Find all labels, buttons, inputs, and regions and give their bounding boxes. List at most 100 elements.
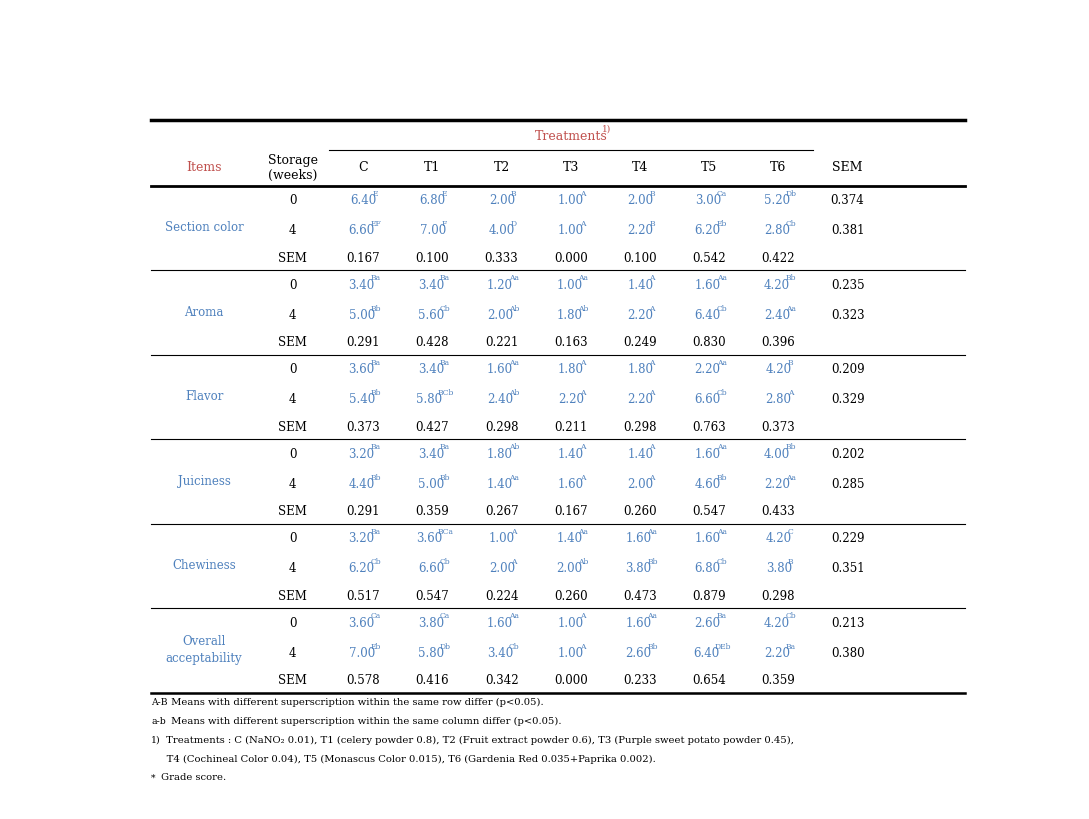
Text: Aa: Aa bbox=[509, 473, 519, 482]
Text: 6.20: 6.20 bbox=[695, 224, 721, 238]
Text: 6.40: 6.40 bbox=[351, 194, 377, 207]
Text: Ab: Ab bbox=[578, 558, 588, 566]
Text: 5.00: 5.00 bbox=[418, 478, 444, 491]
Text: 4.20: 4.20 bbox=[766, 363, 792, 376]
Text: 3.40: 3.40 bbox=[487, 647, 513, 660]
Text: 1.40: 1.40 bbox=[558, 448, 584, 461]
Text: 0.333: 0.333 bbox=[485, 251, 518, 265]
Text: Aa: Aa bbox=[647, 613, 658, 620]
Text: A-B: A-B bbox=[151, 698, 168, 707]
Text: 0.213: 0.213 bbox=[831, 617, 865, 630]
Text: EF: EF bbox=[370, 220, 381, 228]
Text: 5.00: 5.00 bbox=[348, 309, 375, 322]
Text: B: B bbox=[787, 359, 793, 367]
Text: 3.40: 3.40 bbox=[348, 278, 375, 292]
Text: 6.80: 6.80 bbox=[695, 563, 721, 576]
Text: 3.20: 3.20 bbox=[348, 448, 375, 461]
Text: Bb: Bb bbox=[370, 389, 381, 397]
Text: 7.00: 7.00 bbox=[419, 224, 445, 238]
Text: 4.60: 4.60 bbox=[695, 478, 721, 491]
Text: T1: T1 bbox=[425, 161, 441, 174]
Text: 0.351: 0.351 bbox=[831, 563, 865, 576]
Text: 0.298: 0.298 bbox=[623, 421, 657, 433]
Text: 1.00: 1.00 bbox=[558, 194, 584, 207]
Text: Juiciness: Juiciness bbox=[178, 475, 231, 488]
Text: 0.380: 0.380 bbox=[831, 647, 865, 660]
Text: 0.285: 0.285 bbox=[831, 478, 865, 491]
Text: 0.260: 0.260 bbox=[623, 505, 657, 518]
Text: Ba: Ba bbox=[440, 443, 450, 451]
Text: A: A bbox=[580, 473, 586, 482]
Text: Ab: Ab bbox=[509, 305, 519, 313]
Text: 0.416: 0.416 bbox=[416, 674, 449, 687]
Text: 1.00: 1.00 bbox=[558, 617, 584, 630]
Text: 3.60: 3.60 bbox=[348, 617, 375, 630]
Text: A: A bbox=[787, 389, 793, 397]
Text: 5.80: 5.80 bbox=[418, 647, 444, 660]
Text: 0: 0 bbox=[289, 363, 296, 376]
Text: Cb: Cb bbox=[786, 220, 796, 228]
Text: 3.00: 3.00 bbox=[695, 194, 721, 207]
Text: 2.20: 2.20 bbox=[763, 478, 790, 491]
Text: Aa: Aa bbox=[786, 473, 796, 482]
Text: 2.20: 2.20 bbox=[627, 224, 653, 238]
Text: A: A bbox=[649, 473, 654, 482]
Text: 0.167: 0.167 bbox=[346, 251, 380, 265]
Text: Db: Db bbox=[786, 190, 797, 197]
Text: 4.20: 4.20 bbox=[763, 278, 790, 292]
Text: 6.60: 6.60 bbox=[695, 393, 721, 406]
Text: 0.329: 0.329 bbox=[831, 393, 865, 406]
Text: 1.80: 1.80 bbox=[627, 363, 653, 376]
Text: Ba: Ba bbox=[370, 274, 381, 283]
Text: Aa: Aa bbox=[647, 527, 658, 536]
Text: 0.298: 0.298 bbox=[761, 590, 795, 603]
Text: *: * bbox=[151, 773, 156, 782]
Text: T4 (Cochineal Color 0.04), T5 (Monascus Color 0.015), T6 (Gardenia Red 0.035+Pap: T4 (Cochineal Color 0.04), T5 (Monascus … bbox=[151, 754, 656, 763]
Text: A: A bbox=[580, 190, 586, 197]
Text: C: C bbox=[358, 161, 368, 174]
Text: 1.00: 1.00 bbox=[558, 224, 584, 238]
Text: 0: 0 bbox=[289, 278, 296, 292]
Text: Ca: Ca bbox=[370, 613, 381, 620]
Text: a-b: a-b bbox=[151, 717, 166, 726]
Text: Bb: Bb bbox=[370, 473, 381, 482]
Text: 0.211: 0.211 bbox=[554, 421, 587, 433]
Text: 1.40: 1.40 bbox=[556, 532, 583, 545]
Text: Ab: Ab bbox=[509, 443, 519, 451]
Text: A: A bbox=[580, 389, 586, 397]
Text: T6: T6 bbox=[770, 161, 786, 174]
Text: 1.60: 1.60 bbox=[558, 478, 584, 491]
Text: A: A bbox=[580, 643, 586, 650]
Text: 0.267: 0.267 bbox=[485, 505, 518, 518]
Text: 0.221: 0.221 bbox=[485, 336, 518, 349]
Text: D: D bbox=[511, 220, 517, 228]
Text: 1.60: 1.60 bbox=[487, 363, 513, 376]
Text: 0.427: 0.427 bbox=[416, 421, 449, 433]
Text: 3.80: 3.80 bbox=[625, 563, 651, 576]
Text: T2: T2 bbox=[493, 161, 510, 174]
Text: B: B bbox=[787, 558, 793, 566]
Text: Eb: Eb bbox=[370, 643, 381, 650]
Text: SEM: SEM bbox=[279, 336, 307, 349]
Text: 0.547: 0.547 bbox=[416, 590, 450, 603]
Text: Cb: Cb bbox=[717, 389, 727, 397]
Text: 4: 4 bbox=[289, 309, 296, 322]
Text: Ca: Ca bbox=[717, 190, 726, 197]
Text: Ba: Ba bbox=[717, 613, 726, 620]
Text: 0.163: 0.163 bbox=[554, 336, 588, 349]
Text: 0.373: 0.373 bbox=[761, 421, 795, 433]
Text: Ba: Ba bbox=[370, 527, 381, 536]
Text: 5.60: 5.60 bbox=[418, 309, 444, 322]
Text: 6.60: 6.60 bbox=[348, 224, 375, 238]
Text: T4: T4 bbox=[632, 161, 648, 174]
Text: Bb: Bb bbox=[786, 443, 796, 451]
Text: 0.323: 0.323 bbox=[831, 309, 865, 322]
Text: Ab: Ab bbox=[509, 389, 519, 397]
Text: 4: 4 bbox=[289, 224, 296, 238]
Text: 0.000: 0.000 bbox=[554, 251, 588, 265]
Text: 4.40: 4.40 bbox=[348, 478, 375, 491]
Text: 1.60: 1.60 bbox=[695, 532, 721, 545]
Text: 0.763: 0.763 bbox=[693, 421, 726, 433]
Text: Cb: Cb bbox=[440, 558, 451, 566]
Text: A: A bbox=[580, 220, 586, 228]
